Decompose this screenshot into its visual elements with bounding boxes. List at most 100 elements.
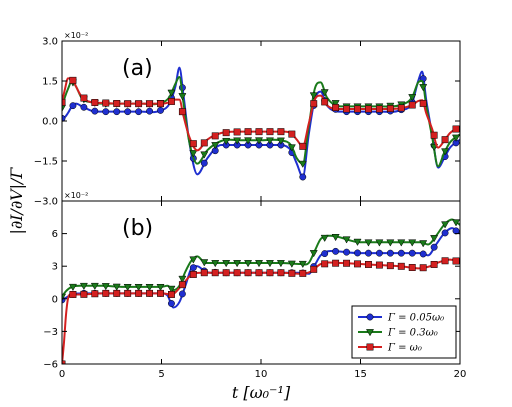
y-exponent-label: ×10⁻²: [64, 31, 88, 40]
data-point-green: [101, 283, 110, 291]
data-point-blue: [375, 249, 383, 257]
data-point-green: [408, 239, 417, 247]
data-point-green: [353, 238, 362, 246]
data-point-red: [255, 269, 263, 277]
data-point-green: [386, 239, 395, 247]
data-point-blue: [430, 243, 438, 251]
data-point-blue: [332, 247, 340, 255]
data-point-red: [354, 105, 361, 113]
data-point-green: [90, 282, 99, 291]
data-point-red: [299, 269, 307, 277]
data-point-red: [178, 108, 186, 116]
data-point-red: [321, 260, 329, 268]
data-point-blue: [354, 249, 361, 257]
data-point-green: [68, 283, 77, 292]
data-point-red: [299, 142, 307, 150]
y-tick-label: −3.0: [34, 197, 58, 208]
data-point-blue: [113, 108, 121, 116]
legend-entry: Γ = 0.05ω₀: [387, 313, 444, 324]
legend-marker-blue: [366, 313, 374, 321]
data-point-red: [386, 105, 394, 113]
data-point-blue: [419, 250, 427, 258]
data-point-green: [276, 260, 285, 268]
data-point-green: [342, 236, 351, 244]
data-point-blue: [365, 249, 372, 257]
data-point-red: [277, 128, 285, 136]
data-point-blue: [386, 249, 394, 257]
data-point-red: [332, 259, 340, 267]
data-point-green: [112, 283, 121, 291]
data-point-red: [386, 262, 394, 270]
y-tick-label: 0.0: [42, 117, 58, 128]
data-point-red: [178, 281, 186, 289]
data-point-blue: [321, 250, 329, 258]
data-point-red: [113, 289, 121, 297]
y-axis-label: |∂I/∂V|/Γ: [7, 167, 26, 235]
series-line-green: [62, 218, 460, 298]
data-point-green: [309, 250, 318, 258]
data-point-green: [178, 93, 187, 101]
data-point-green: [419, 240, 428, 248]
data-point-green: [167, 89, 176, 97]
data-point-red: [452, 257, 460, 265]
series-line-blue: [62, 66, 460, 179]
data-point-red: [200, 139, 208, 147]
data-point-red: [91, 99, 99, 106]
data-point-green: [331, 100, 340, 108]
data-point-red: [375, 105, 383, 113]
data-point-green: [167, 285, 176, 293]
panel-a: 3.0 1.5 0.0 −1.5 −3.0 ×10⁻² (a): [34, 31, 461, 208]
data-point-red: [189, 140, 197, 148]
data-point-red: [375, 261, 383, 269]
data-point-red: [452, 125, 460, 133]
data-point-red: [255, 128, 263, 136]
data-point-red: [146, 100, 154, 108]
y-tick-label: −1.5: [34, 157, 58, 168]
legend: Γ = 0.05ω₀ Γ = 0.3ω₀ Γ = ω₀: [351, 305, 457, 359]
data-point-blue: [397, 249, 405, 257]
data-point-green: [233, 260, 242, 268]
x-tick-label: 5: [158, 369, 164, 380]
data-point-green: [364, 239, 373, 247]
legend-marker-red: [366, 343, 374, 351]
data-point-green: [156, 283, 165, 292]
data-point-green: [441, 148, 450, 156]
data-point-red: [233, 269, 241, 277]
data-point-green: [178, 275, 187, 284]
data-point-green: [123, 283, 132, 292]
data-point-green: [254, 260, 264, 268]
data-point-red: [69, 291, 77, 298]
data-point-red: [102, 289, 110, 297]
series-line-green: [62, 75, 460, 168]
data-point-blue: [102, 108, 110, 116]
data-point-red: [222, 269, 230, 277]
data-point-red: [365, 261, 372, 268]
data-point-red: [419, 264, 427, 272]
y-tick-label: 0: [52, 294, 58, 305]
legend-entry: Γ = 0.3ω₀: [387, 328, 438, 339]
legend-entry: Γ = ω₀: [387, 343, 422, 354]
data-point-red: [441, 257, 449, 265]
data-point-green: [320, 89, 329, 97]
data-point-red: [430, 131, 438, 139]
data-point-red: [310, 265, 318, 273]
data-point-red: [244, 128, 252, 136]
data-point-green: [200, 151, 209, 159]
data-point-blue: [189, 264, 197, 272]
y-exponent-label: ×10⁻²: [64, 191, 88, 200]
legend-marker-green: [365, 329, 375, 337]
x-tick-label: 10: [255, 369, 268, 380]
data-point-green: [375, 239, 384, 247]
y-tick-label: 3: [52, 262, 58, 273]
data-point-red: [310, 100, 318, 108]
data-point-red: [62, 98, 66, 106]
data-point-red: [408, 101, 416, 109]
data-point-red: [124, 100, 132, 108]
data-point-red: [288, 130, 296, 138]
data-point-green: [298, 260, 307, 269]
data-point-green: [189, 150, 198, 158]
data-point-green: [189, 256, 198, 264]
data-point-red: [222, 129, 230, 137]
data-point-blue: [200, 159, 208, 167]
data-point-green: [397, 239, 406, 247]
